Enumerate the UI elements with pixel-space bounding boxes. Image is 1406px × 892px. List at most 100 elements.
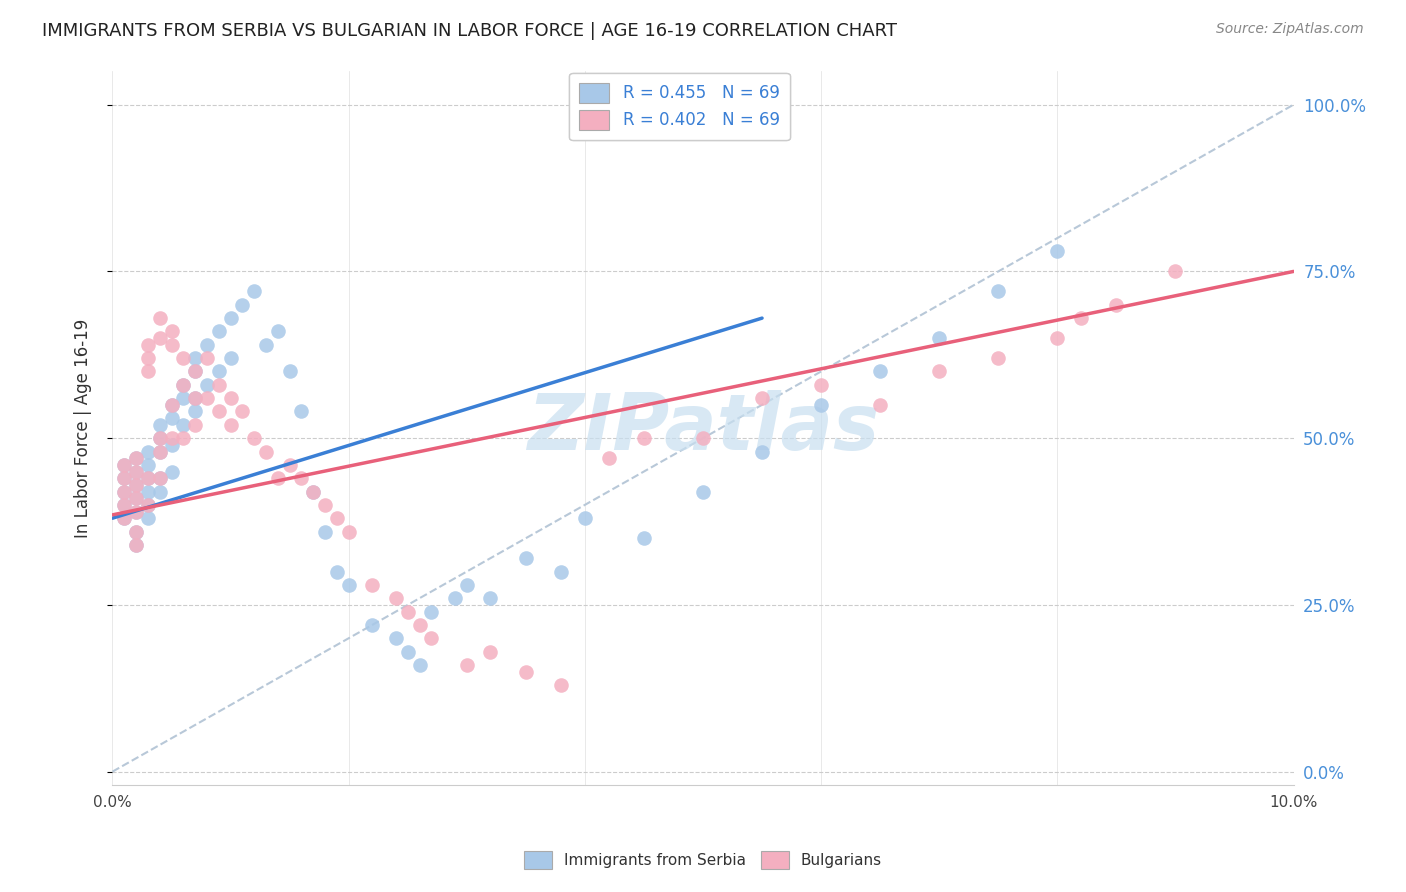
Point — [125, 524, 148, 539]
Point — [136, 444, 159, 458]
Point — [1046, 244, 1069, 259]
Point — [112, 458, 135, 472]
Point — [149, 311, 172, 326]
Point — [112, 458, 135, 472]
Point — [195, 338, 218, 352]
Point — [633, 531, 655, 545]
Point — [479, 591, 502, 606]
Point — [326, 565, 349, 579]
Point — [160, 411, 183, 425]
Point — [598, 451, 620, 466]
Point — [928, 364, 950, 378]
Point — [208, 325, 231, 339]
Point — [160, 465, 183, 479]
Point — [149, 331, 172, 345]
Point — [314, 524, 336, 539]
Point — [160, 338, 183, 352]
Point — [136, 351, 159, 365]
Point — [112, 511, 135, 525]
Point — [149, 444, 172, 458]
Point — [987, 285, 1010, 299]
Point — [184, 404, 207, 418]
Point — [254, 444, 277, 458]
Point — [136, 484, 159, 499]
Point — [125, 538, 148, 552]
Point — [420, 605, 443, 619]
Point — [112, 484, 135, 499]
Point — [219, 417, 242, 432]
Point — [184, 391, 207, 405]
Point — [314, 498, 336, 512]
Point — [149, 417, 172, 432]
Point — [125, 538, 148, 552]
Point — [219, 391, 242, 405]
Point — [928, 331, 950, 345]
Point — [219, 351, 242, 365]
Point — [267, 325, 290, 339]
Point — [184, 364, 207, 378]
Point — [125, 451, 148, 466]
Point — [337, 578, 360, 592]
Point — [290, 471, 312, 485]
Point — [160, 431, 183, 445]
Point — [302, 484, 325, 499]
Point — [149, 471, 172, 485]
Point — [184, 417, 207, 432]
Point — [136, 511, 159, 525]
Text: IMMIGRANTS FROM SERBIA VS BULGARIAN IN LABOR FORCE | AGE 16-19 CORRELATION CHART: IMMIGRANTS FROM SERBIA VS BULGARIAN IN L… — [42, 22, 897, 40]
Point — [208, 377, 231, 392]
Point — [869, 398, 891, 412]
Point — [149, 431, 172, 445]
Point — [160, 438, 183, 452]
Point — [112, 511, 135, 525]
Point — [692, 484, 714, 499]
Point — [456, 657, 478, 672]
Point — [408, 618, 430, 632]
Point — [195, 377, 218, 392]
Text: ZIPatlas: ZIPatlas — [527, 390, 879, 467]
Point — [184, 391, 207, 405]
Point — [149, 444, 172, 458]
Point — [172, 351, 194, 365]
Point — [112, 498, 135, 512]
Point — [361, 578, 384, 592]
Point — [515, 551, 537, 566]
Point — [254, 338, 277, 352]
Point — [125, 465, 148, 479]
Point — [479, 644, 502, 658]
Point — [160, 398, 183, 412]
Point — [172, 377, 194, 392]
Point — [326, 511, 349, 525]
Point — [125, 491, 148, 506]
Point — [149, 484, 172, 499]
Point — [385, 632, 408, 646]
Point — [385, 591, 408, 606]
Point — [160, 325, 183, 339]
Point — [278, 458, 301, 472]
Point — [172, 391, 194, 405]
Point — [633, 431, 655, 445]
Point — [302, 484, 325, 499]
Point — [810, 398, 832, 412]
Point — [396, 605, 419, 619]
Point — [1105, 298, 1128, 312]
Point — [810, 377, 832, 392]
Point — [208, 404, 231, 418]
Point — [408, 657, 430, 672]
Point — [208, 364, 231, 378]
Point — [869, 364, 891, 378]
Point — [243, 285, 266, 299]
Point — [125, 504, 148, 518]
Point — [692, 431, 714, 445]
Point — [112, 484, 135, 499]
Point — [172, 377, 194, 392]
Point — [149, 431, 172, 445]
Point — [125, 504, 148, 518]
Point — [195, 351, 218, 365]
Point — [125, 524, 148, 539]
Point — [112, 498, 135, 512]
Point — [125, 451, 148, 466]
Point — [112, 471, 135, 485]
Point — [172, 417, 194, 432]
Point — [112, 471, 135, 485]
